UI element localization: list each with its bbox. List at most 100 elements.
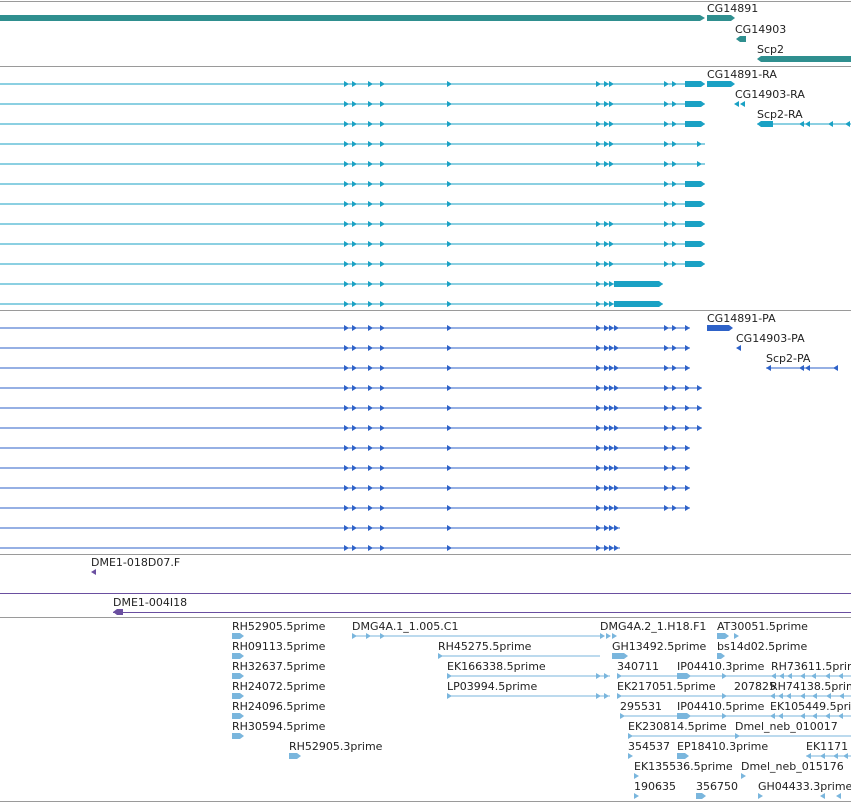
- transcript-pa-exon: [664, 365, 669, 371]
- est-feature: [778, 693, 783, 699]
- transcript-pa-exon: [609, 345, 614, 351]
- transcript-pa-exon: [352, 485, 357, 491]
- transcript-ra-exon: [380, 301, 385, 307]
- est-label: RH30594.5prime: [232, 720, 326, 733]
- transcript-ra-exon: [664, 201, 669, 207]
- transcript-ra-exon: [672, 261, 677, 267]
- transcript-pa-exon: [614, 405, 619, 411]
- transcript-ra-exon: [609, 161, 614, 167]
- transcript-ra-exon: [368, 121, 373, 127]
- transcript-pa-exon: [672, 505, 677, 511]
- est-label: LP03994.5prime: [447, 680, 538, 693]
- transcript-pa-exon: [380, 465, 385, 471]
- transcript-ra-exon: [604, 261, 609, 267]
- transcript-pa-exon: [685, 485, 690, 491]
- est-feature: [779, 673, 784, 679]
- transcript-scp2-ra-exon: [805, 121, 810, 127]
- transcript-pa-exon: [614, 445, 619, 451]
- transcript-pa-exon: [380, 325, 385, 331]
- est-feature: [825, 713, 830, 719]
- transcript-ra-exon: [368, 201, 373, 207]
- transcript-pa-exon: [368, 545, 373, 551]
- transcript-ra-exon: [664, 261, 669, 267]
- transcript-ra-exon: [380, 81, 385, 87]
- transcript-pa-exon: [604, 525, 609, 531]
- transcript-pa-exon: [352, 545, 357, 551]
- transcript-ra-exon: [596, 121, 601, 127]
- transcript-pa-exon: [685, 445, 690, 451]
- transcript-ra-exon: [368, 221, 373, 227]
- transcript-pa-exon: [609, 525, 614, 531]
- transcript-ra-exon: [664, 101, 669, 107]
- transcript-pa-exon: [609, 325, 614, 331]
- transcript-scp2-ra-exon: [799, 121, 804, 127]
- transcript-pa-exon: [352, 405, 357, 411]
- est-label: EK217051.5prime: [617, 680, 716, 693]
- transcript-pa-exon: [609, 365, 614, 371]
- est-feature: [606, 633, 611, 639]
- transcript-pa-exon: [664, 485, 669, 491]
- transcript-ra-utr: [614, 301, 663, 307]
- transcript-ra-exon: [609, 81, 614, 87]
- gene-label-cg14903: CG14903: [735, 23, 787, 36]
- est-label: EP18410.3prime: [677, 740, 769, 753]
- est-label: 190635: [634, 780, 676, 793]
- transcript-ra-exon: [447, 201, 452, 207]
- transcript-pa-exon: [672, 345, 677, 351]
- transcript-pa-exon: [596, 425, 601, 431]
- est-label: RH52905.3prime: [289, 740, 383, 753]
- transcript-ra-exon: [368, 301, 373, 307]
- transcript-pa-exon: [368, 345, 373, 351]
- transcript-ra-exon: [596, 161, 601, 167]
- est-feature: [634, 773, 639, 779]
- transcript-pa-exon: [596, 325, 601, 331]
- est-feature: [820, 793, 825, 799]
- est-feature: [758, 793, 763, 799]
- transcript-pa-exon: [368, 365, 373, 371]
- transcript-ra-exon: [596, 261, 601, 267]
- transcript-label-cg14903-pa: CG14903-PA: [736, 332, 805, 345]
- transcript-ra-exon: [672, 121, 677, 127]
- transcript-ra-exon: [609, 141, 614, 147]
- transcript-pa-exon: [685, 325, 690, 331]
- est-label: RH73611.5prime: [771, 660, 851, 673]
- est-feature: [604, 673, 609, 679]
- est-feature: [232, 633, 244, 639]
- transcript-ra-exon: [604, 241, 609, 247]
- transcript-ra-exon: [447, 221, 452, 227]
- est-feature: [612, 653, 628, 659]
- transcript-ra-exon: [596, 101, 601, 107]
- est-feature: [600, 633, 605, 639]
- est-label: 340711: [617, 660, 659, 673]
- est-feature: [232, 673, 244, 679]
- est-feature: [812, 713, 817, 719]
- est-label: RH52905.5prime: [232, 620, 326, 633]
- transcript-ra-exon: [664, 121, 669, 127]
- transcript-pa-exon: [697, 405, 702, 411]
- transcript-pa-exon: [380, 445, 385, 451]
- transcript-pa-exon: [368, 525, 373, 531]
- est-feature: [778, 713, 783, 719]
- transcript-ra-exon: [352, 241, 357, 247]
- est-label: bs14d02.5prime: [717, 640, 808, 653]
- transcript-pa-exon: [344, 385, 349, 391]
- transcript-ra-exon: [352, 121, 357, 127]
- est-label: RH09113.5prime: [232, 640, 326, 653]
- est-feature: [770, 713, 775, 719]
- transcript-ra-exon: [664, 161, 669, 167]
- transcript-ra-exon: [596, 221, 601, 227]
- transcript-pa-exon: [672, 385, 677, 391]
- transcript-pa-exon: [664, 425, 669, 431]
- transcript-ra-exon: [447, 121, 452, 127]
- transcript-cg14891-pa-block: [707, 325, 733, 331]
- transcript-ra-exon: [672, 221, 677, 227]
- transcript-ra-exon: [604, 101, 609, 107]
- transcript-ra-exon: [609, 121, 614, 127]
- est-feature: [380, 633, 385, 639]
- transcript-ra-exon: [344, 281, 349, 287]
- transcript-ra-exon: [596, 301, 601, 307]
- gene-span-cg14891: [0, 15, 705, 21]
- transcript-pa-exon: [352, 325, 357, 331]
- transcript-ra-utr: [685, 81, 705, 87]
- est-feature: [232, 653, 244, 659]
